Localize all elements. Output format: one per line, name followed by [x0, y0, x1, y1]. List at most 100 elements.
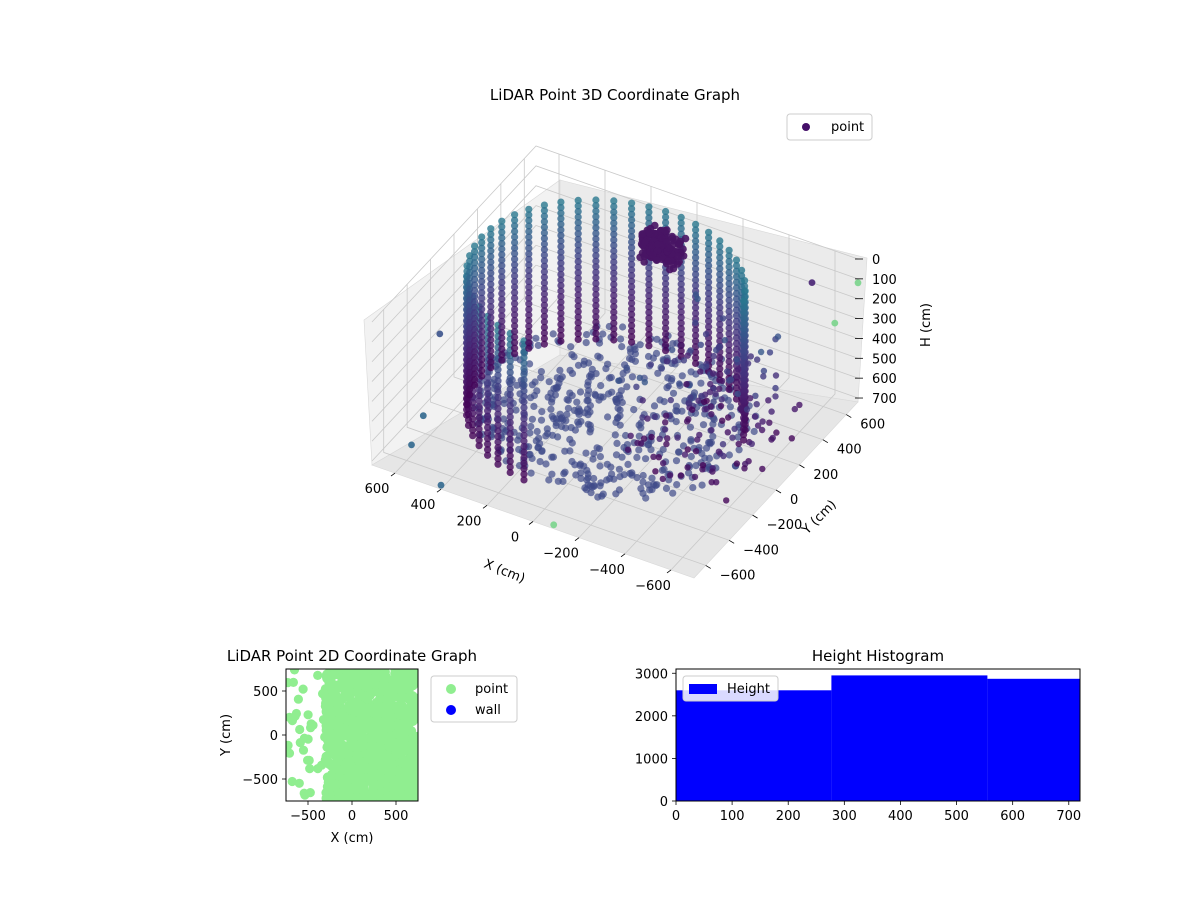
lidar-point-3d — [557, 226, 565, 234]
lidar-point-3d — [494, 444, 502, 452]
lidar-point-3d — [510, 272, 519, 280]
lidar-point-3d — [751, 413, 759, 420]
lidar-point-3d — [610, 280, 618, 288]
lidar-point-3d — [719, 377, 726, 385]
lidar-point-3d — [710, 398, 717, 405]
lidar-point-3d — [475, 442, 483, 450]
lidar-point-3d — [520, 442, 528, 451]
lidar-point-3d — [772, 384, 779, 392]
lidar-point-3d — [644, 352, 653, 361]
lidar-point-3d — [566, 389, 574, 397]
lidar-point-3d — [740, 336, 748, 344]
lidar-point-2d — [354, 715, 365, 726]
lidar-point-3d — [692, 309, 700, 317]
lidar-point-3d — [716, 237, 724, 245]
lidar-point-3d — [471, 342, 479, 350]
lidar-point-3d — [740, 386, 748, 394]
lidar-point-2d — [321, 793, 332, 801]
z-tick-label-3d: 200 — [872, 293, 897, 308]
lidar-point-3d — [498, 278, 506, 286]
lidar-point-2d — [401, 671, 412, 682]
lidar-point-3d — [726, 403, 735, 411]
lidar-point-3d — [662, 313, 670, 321]
lidar-point-3d — [672, 407, 680, 415]
lidar-point-3d — [716, 331, 724, 340]
lidar-point-3d — [710, 352, 717, 360]
lidar-point-3d — [506, 468, 514, 477]
lidar-point-2d — [400, 712, 410, 723]
lidar-point-3d — [661, 426, 669, 433]
lidar-point-3d — [628, 299, 636, 307]
lidar-point-3d — [725, 291, 733, 299]
lidar-point-3d — [645, 269, 653, 278]
lidar-point-3d — [716, 354, 724, 362]
lidar-point-3d — [574, 361, 583, 369]
lidar-point-3d — [692, 254, 700, 262]
lidar-point-3d — [619, 323, 627, 331]
lidar-point-3d — [596, 453, 605, 461]
lidar-point-3d — [630, 406, 638, 414]
lidar-point-3d — [774, 333, 782, 340]
lidar-point-3d — [506, 363, 514, 371]
lidar-point-3d — [595, 445, 604, 453]
lidar-point-3d — [520, 465, 528, 473]
lidar-point-3d — [528, 415, 537, 423]
lidar-point-3d — [540, 207, 549, 215]
lidar-point-3d — [525, 311, 533, 319]
lidar-point-3d — [705, 234, 713, 242]
lidar-point-3d — [628, 249, 636, 257]
lidar-point-3d — [478, 350, 486, 358]
lidar-point-3d — [506, 368, 514, 376]
lidar-point-3d — [419, 412, 427, 420]
lidar-point-3d — [705, 323, 713, 331]
legend-2d-wall-marker — [446, 705, 456, 715]
lidar-point-3d — [662, 347, 670, 355]
lidar-point-2d — [388, 738, 399, 749]
lidar-point-3d — [487, 236, 495, 244]
lidar-point-2d — [378, 720, 389, 731]
lidar-point-3d — [653, 335, 661, 343]
lidar-point-3d — [741, 287, 749, 295]
lidar-point-3d — [716, 298, 724, 306]
lidar-point-3d — [471, 253, 479, 261]
lidar-point-3d — [494, 438, 502, 446]
lidar-point-3d — [478, 372, 486, 380]
lidar-point-3d — [525, 244, 533, 252]
legend-2d-point-label: point — [475, 682, 508, 697]
lidar-point-3d — [471, 309, 479, 317]
lidar-point-3d — [540, 290, 549, 298]
lidar-point-3d — [645, 208, 653, 216]
lidar-point-3d — [626, 469, 634, 478]
lidar-point-3d — [705, 339, 713, 348]
lidar-point-2d — [294, 778, 304, 788]
lidar-point-3d — [665, 382, 672, 390]
lidar-point-3d — [534, 341, 542, 349]
lidar-point-3d — [677, 325, 685, 333]
lidar-point-3d — [753, 401, 760, 408]
lidar-point-3d — [475, 414, 483, 422]
lidar-point-3d — [740, 419, 748, 427]
lidar-point-2d — [291, 708, 301, 719]
lidar-point-3d — [520, 376, 528, 384]
lidar-point-3d — [498, 312, 506, 320]
histogram-bar — [676, 690, 832, 801]
lidar-point-2d — [286, 678, 293, 688]
lidar-point-3d — [677, 280, 685, 288]
lidar-point-3d — [692, 220, 700, 228]
plot-2d: LiDAR Point 2D Coordinate Graph −500 0 500… — [219, 647, 518, 846]
lidar-point-3d — [574, 202, 582, 210]
lidar-point-3d — [648, 433, 655, 441]
lidar-point-2d — [358, 792, 369, 801]
lidar-point-3d — [733, 356, 740, 363]
lidar-point-3d — [484, 446, 492, 454]
x-tick-label-2d: 500 — [384, 809, 409, 824]
lidar-point-3d — [705, 317, 713, 325]
lidar-point-3d — [583, 331, 591, 339]
lidar-point-3d — [557, 265, 565, 273]
plot-3d-title: LiDAR Point 3D Coordinate Graph — [490, 86, 740, 104]
lidar-point-2d — [287, 776, 297, 787]
lidar-point-3d — [754, 356, 761, 363]
x-tick-label-3d: −400 — [589, 563, 625, 578]
lidar-point-3d — [740, 375, 748, 383]
lidar-point-3d — [628, 238, 636, 246]
